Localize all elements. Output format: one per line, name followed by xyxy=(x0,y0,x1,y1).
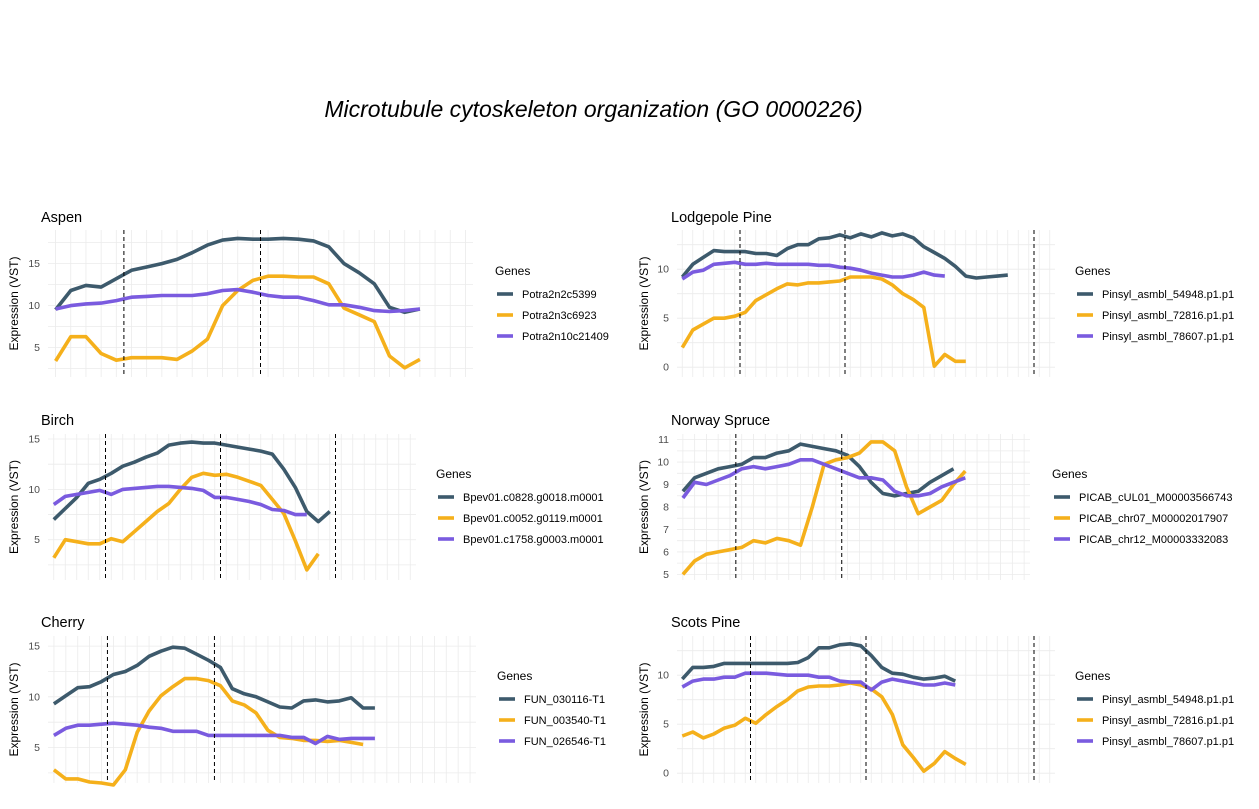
y-axis-label: Expression (VST) xyxy=(7,662,21,756)
series-line-3 xyxy=(52,484,307,517)
legend-title: Genes xyxy=(1075,264,1110,278)
legend-title: Genes xyxy=(495,264,530,278)
grid xyxy=(677,636,1055,783)
legend-title: Genes xyxy=(497,669,532,683)
legend: Genes Potra2n2c5399 Potra2n3c6923 Potra2n10… xyxy=(495,264,609,343)
legend: Genes Pinsyl_asmbl_54948.p1.p1 Pinsyl_asmb… xyxy=(1075,669,1234,748)
series-line-3 xyxy=(681,458,966,500)
legend: Genes Pinsyl_asmbl_54948.p1.p1 Pinsyl_asmb… xyxy=(1075,264,1234,343)
y-tick-label: 10 xyxy=(28,691,40,703)
series-line-3 xyxy=(681,671,956,692)
panel-title: Cherry xyxy=(41,615,85,631)
series-line-1 xyxy=(680,231,1008,280)
legend-label: FUN_030116-T1 xyxy=(524,694,605,706)
series-line-1 xyxy=(52,440,331,524)
series-line-1 xyxy=(54,236,421,315)
grid xyxy=(48,230,473,377)
y-axis-label: Expression (VST) xyxy=(7,460,21,554)
panel-title: Scots Pine xyxy=(671,615,740,631)
y-axis-label: Expression (VST) xyxy=(637,662,651,756)
panel-title: Lodgepole Pine xyxy=(671,210,772,226)
legend-label: Pinsyl_asmbl_78607.p1.p1 xyxy=(1102,331,1234,343)
y-tick-label: 5 xyxy=(663,569,669,581)
grid xyxy=(48,434,416,580)
legend-label: Pinsyl_asmbl_72816.p1.p1 xyxy=(1102,715,1234,727)
legend-label: Bpev01.c1758.g0003.m0001 xyxy=(463,534,604,546)
legend-title: Genes xyxy=(436,467,471,481)
legend-label: PICAB_cUL01_M00003566743 xyxy=(1079,492,1233,504)
legend-label: FUN_026546-T1 xyxy=(524,736,606,748)
y-tick-label: 10 xyxy=(28,300,40,312)
chart-panel-1: 5 10 15 Aspen Expression (VST) Genes Potra2n2c… xyxy=(7,210,609,377)
y-tick-label: 10 xyxy=(657,264,669,276)
series-line-3 xyxy=(681,260,945,281)
grid xyxy=(48,636,476,783)
legend-label: Bpev01.c0828.g0018.m0001 xyxy=(463,492,604,504)
y-tick-label: 5 xyxy=(34,342,40,354)
series-line-2 xyxy=(681,681,967,773)
y-axis-label: Expression (VST) xyxy=(7,256,21,350)
y-tick-label: 0 xyxy=(663,362,669,374)
y-tick-label: 10 xyxy=(657,670,669,682)
series-line-1 xyxy=(52,645,375,710)
legend-title: Genes xyxy=(1052,467,1087,481)
y-tick-label: 15 xyxy=(28,434,40,446)
legend-title: Genes xyxy=(1075,669,1110,683)
series-line-2 xyxy=(680,275,966,368)
y-axis-label: Expression (VST) xyxy=(637,460,651,554)
y-tick-label: 5 xyxy=(34,742,40,754)
y-tick-label: 0 xyxy=(663,768,669,780)
panel-title: Norway Spruce xyxy=(671,413,770,429)
legend-label: PICAB_chr07_M00002017907 xyxy=(1079,513,1228,525)
chart-panel-6: 0 5 10 Scots Pine Expression (VST) Genes Pinsy… xyxy=(637,615,1234,783)
y-tick-label: 10 xyxy=(28,484,40,496)
legend-label: Pinsyl_asmbl_72816.p1.p1 xyxy=(1102,310,1234,322)
legend: Genes FUN_030116-T1 FUN_003540-T1 FUN_02654… xyxy=(497,669,606,748)
series-line-1 xyxy=(680,642,957,683)
panel-title: Aspen xyxy=(41,210,82,226)
panel-title: Birch xyxy=(41,413,74,429)
legend-label: PICAB_chr12_M00003332083 xyxy=(1079,534,1228,546)
legend-label: Pinsyl_asmbl_78607.p1.p1 xyxy=(1102,736,1234,748)
series-line-2 xyxy=(52,471,320,572)
y-tick-label: 8 xyxy=(663,502,669,514)
legend: Genes PICAB_cUL01_M00003566743 PICAB_chr07… xyxy=(1052,467,1233,546)
legend-label: Potra2n2c5399 xyxy=(522,289,597,301)
y-tick-label: 5 xyxy=(34,534,40,546)
legend-label: Pinsyl_asmbl_54948.p1.p1 xyxy=(1102,694,1234,706)
legend: Genes Bpev01.c0828.g0018.m0001 Bpev01.c005… xyxy=(436,467,604,546)
y-tick-label: 15 xyxy=(28,641,40,653)
y-tick-label: 15 xyxy=(28,258,40,270)
y-axis-label: Expression (VST) xyxy=(637,256,651,350)
y-tick-label: 7 xyxy=(663,524,669,536)
y-tick-label: 5 xyxy=(663,719,669,731)
chart-panel-2: 0 5 10 Lodgepole Pine Expression (VST) Genes P… xyxy=(637,210,1234,377)
y-tick-label: 6 xyxy=(663,546,669,558)
legend-label: Potra2n3c6923 xyxy=(522,310,597,322)
legend-label: Pinsyl_asmbl_54948.p1.p1 xyxy=(1102,289,1234,301)
y-tick-label: 9 xyxy=(663,479,669,491)
series-line-3 xyxy=(55,287,421,314)
y-tick-label: 10 xyxy=(657,457,669,469)
legend-label: Bpev01.c0052.g0119.m0001 xyxy=(463,513,603,525)
legend-label: FUN_003540-T1 xyxy=(524,715,606,727)
y-tick-label: 11 xyxy=(658,434,669,446)
page-title: Microtubule cytoskeleton organization (G… xyxy=(324,96,863,122)
y-tick-label: 5 xyxy=(663,313,669,325)
legend-label: Potra2n10c21409 xyxy=(522,331,609,343)
